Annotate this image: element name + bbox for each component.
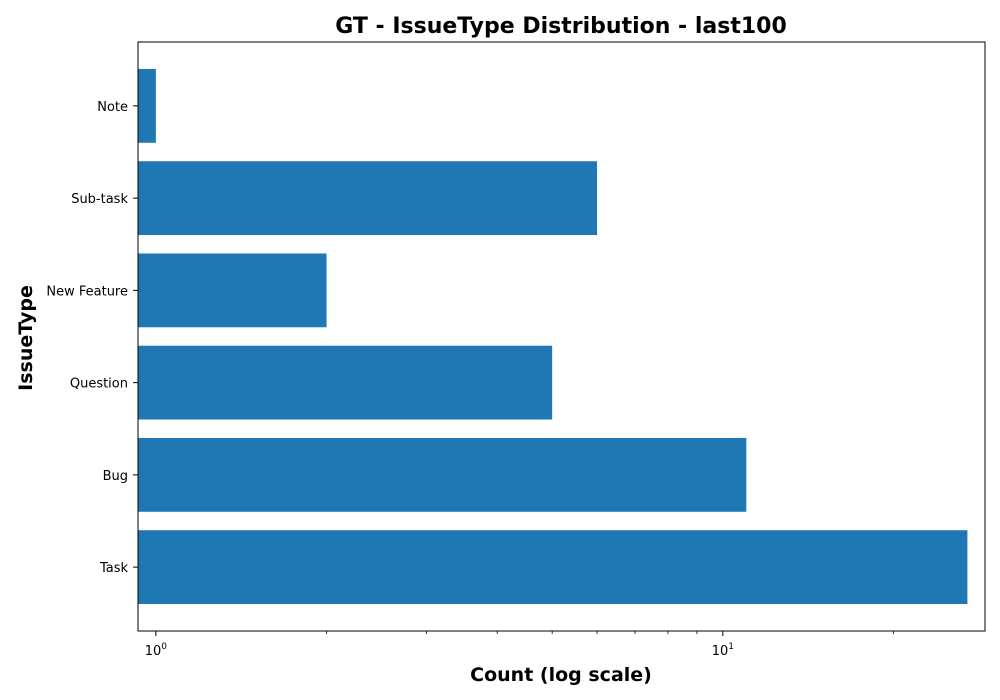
x-tick-label: 100: [145, 642, 168, 659]
y-tick-label: Sub-task: [71, 192, 128, 207]
plot-frame: [137, 41, 986, 632]
bar-question: [138, 345, 553, 420]
y-tick-label: New Feature: [46, 284, 128, 299]
bar-sub-task: [138, 161, 598, 236]
plot-area: Task Bug Question New Feature Sub-task Note 10…: [46, 41, 986, 659]
y-axis-label: IssueType: [15, 285, 37, 391]
y-tick-label: Bug: [103, 469, 128, 484]
bar-note: [138, 68, 156, 143]
bar-new-feature: [138, 253, 327, 328]
x-axis-label: Count (log scale): [470, 664, 652, 686]
x-tick-label: 101: [712, 642, 734, 659]
y-tick-label: Question: [70, 377, 128, 392]
bar-task: [138, 530, 968, 605]
y-tick-label: Task: [99, 561, 129, 576]
y-tick-label: Note: [97, 100, 128, 115]
bar-bug: [138, 437, 747, 512]
chart-title: GT - IssueType Distribution - last100: [335, 14, 787, 39]
